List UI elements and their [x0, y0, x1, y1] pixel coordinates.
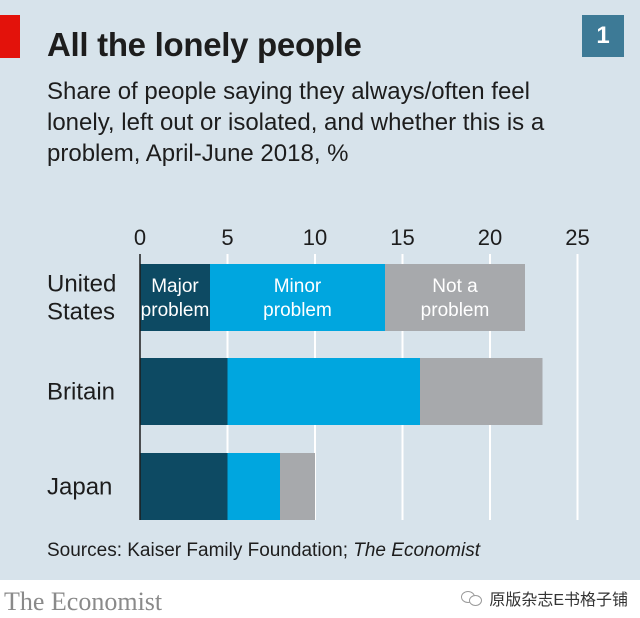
- bar-segment: [140, 453, 228, 520]
- category-label: Britain: [47, 379, 115, 406]
- watermark-text: 原版杂志E书格子铺: [489, 592, 628, 609]
- series-label: Minor problem: [263, 276, 332, 321]
- chart-title: All the lonely people: [47, 26, 362, 63]
- bar-segment: [227, 358, 420, 425]
- bar-segment: [140, 264, 210, 331]
- source-note: Sources: Kaiser Family Foundation; The E…: [47, 540, 480, 562]
- brand-red-tag: [0, 15, 20, 58]
- x-tick-label: 20: [478, 225, 502, 250]
- x-tick-label: 0: [134, 225, 146, 250]
- brand-logo: The Economist: [4, 587, 163, 616]
- x-tick-label: 15: [390, 225, 414, 250]
- watermark: 原版杂志E书格子铺: [461, 586, 628, 610]
- category-label: United States: [47, 271, 116, 326]
- series-label: Not a problem: [421, 276, 490, 321]
- category-label: Japan: [47, 474, 112, 501]
- bar-segment: [227, 453, 280, 520]
- x-tick-label: 10: [303, 225, 327, 250]
- bar-segment: [280, 453, 315, 520]
- wechat-icon: [461, 589, 483, 607]
- x-tick-label: 25: [565, 225, 589, 250]
- series-label: Major problem: [141, 276, 210, 321]
- x-tick-label: 5: [221, 225, 233, 250]
- bar-segment: [210, 264, 385, 331]
- chart-number-badge: 1: [582, 15, 624, 57]
- source-italic: The Economist: [353, 540, 480, 561]
- source-text: Sources: Kaiser Family Foundation;: [47, 540, 354, 561]
- chart-subtitle: Share of people saying they always/often…: [47, 78, 545, 167]
- bar-segment: [385, 264, 525, 331]
- bar-segment: [420, 358, 543, 425]
- bar-segment: [140, 358, 228, 425]
